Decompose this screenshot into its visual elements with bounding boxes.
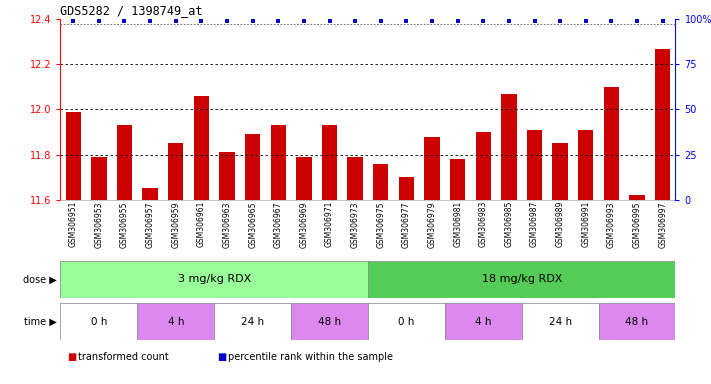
Bar <box>501 94 517 200</box>
Bar <box>604 87 619 200</box>
Text: dose ▶: dose ▶ <box>23 274 57 285</box>
Text: 48 h: 48 h <box>318 316 341 327</box>
Text: ■: ■ <box>68 352 77 362</box>
Bar <box>214 303 291 340</box>
Text: 0 h: 0 h <box>91 316 107 327</box>
Bar <box>245 134 260 200</box>
Bar <box>348 157 363 200</box>
Bar <box>291 303 368 340</box>
Text: transformed count: transformed count <box>78 352 169 362</box>
Bar <box>373 164 388 200</box>
Bar <box>599 303 675 340</box>
Text: percentile rank within the sample: percentile rank within the sample <box>228 352 392 362</box>
Bar <box>168 143 183 200</box>
Text: 4 h: 4 h <box>168 316 184 327</box>
Bar <box>142 189 158 200</box>
Bar <box>60 303 137 340</box>
Bar <box>219 152 235 200</box>
Bar <box>117 125 132 200</box>
Bar <box>522 303 599 340</box>
Bar <box>552 143 568 200</box>
Bar <box>137 303 214 340</box>
Text: ■: ■ <box>217 352 226 362</box>
Text: GDS5282 / 1398749_at: GDS5282 / 1398749_at <box>60 3 203 17</box>
Bar <box>60 261 368 298</box>
Bar <box>450 159 465 200</box>
Bar <box>476 132 491 200</box>
Bar <box>399 177 414 200</box>
Bar <box>271 125 286 200</box>
Bar <box>65 112 81 200</box>
Bar <box>368 261 675 298</box>
Bar <box>368 303 445 340</box>
Text: time ▶: time ▶ <box>24 316 57 327</box>
Text: 24 h: 24 h <box>549 316 572 327</box>
Bar <box>445 303 522 340</box>
Text: 4 h: 4 h <box>475 316 491 327</box>
Bar <box>527 130 542 200</box>
Text: 48 h: 48 h <box>626 316 648 327</box>
Bar <box>91 157 107 200</box>
Bar <box>629 195 645 200</box>
Bar <box>322 125 337 200</box>
Bar <box>655 48 670 200</box>
Text: 24 h: 24 h <box>241 316 264 327</box>
Bar <box>193 96 209 200</box>
Bar <box>424 137 439 200</box>
Text: 3 mg/kg RDX: 3 mg/kg RDX <box>178 274 251 285</box>
Bar <box>578 130 594 200</box>
Text: 0 h: 0 h <box>398 316 415 327</box>
Bar <box>296 157 311 200</box>
Text: 18 mg/kg RDX: 18 mg/kg RDX <box>481 274 562 285</box>
